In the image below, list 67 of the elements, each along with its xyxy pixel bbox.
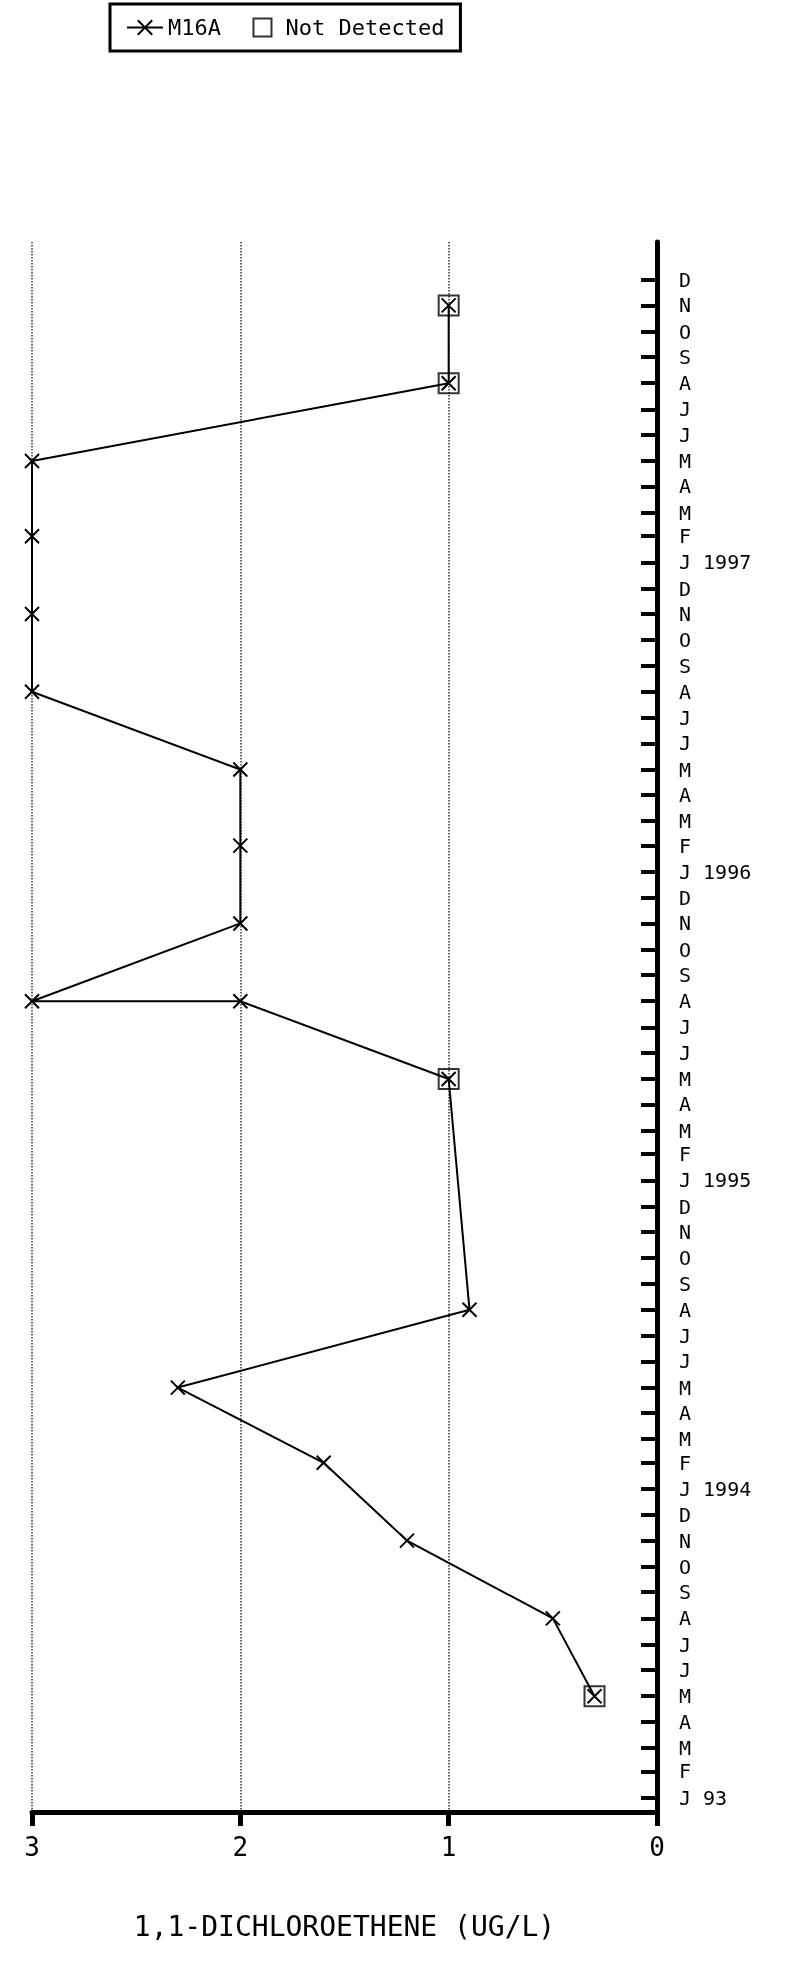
legend-label: Not Detected (285, 15, 445, 40)
y-tick-label: J 1995 (679, 1168, 752, 1193)
y-tick-label: M (679, 1067, 692, 1091)
y-tick-label: S (679, 653, 692, 678)
y-tick-label: D (679, 576, 692, 601)
y-tick-label: D (679, 886, 692, 911)
y-tick-label: J (679, 1349, 692, 1374)
y-tick-label: J (679, 1040, 692, 1065)
y-tick-label: M (679, 1118, 692, 1143)
y-tick-label: F (679, 524, 692, 549)
y-tick-label: J (679, 397, 692, 422)
y-tick-label: N (679, 911, 692, 936)
x-tick-label: 0 (649, 1832, 665, 1862)
y-tick-label: O (679, 1246, 692, 1271)
x-tick-label: 3 (24, 1832, 40, 1862)
y-tick-label: J (679, 422, 692, 447)
y-tick-label: A (679, 1606, 692, 1631)
y-tick-label: O (679, 319, 692, 344)
y-tick-label: S (679, 1271, 692, 1296)
y-tick-label: J 93 (679, 1785, 728, 1810)
y-tick-label: O (679, 628, 692, 653)
y-tick-label: J 1997 (679, 550, 752, 575)
y-tick-label: J (679, 1632, 692, 1657)
y-tick-label: A (679, 474, 692, 499)
y-tick-label: A (679, 1092, 692, 1117)
y-tick-label: A (679, 1297, 692, 1322)
y-tick-label: J (679, 705, 692, 730)
y-tick-label: S (679, 963, 692, 987)
y-tick-label: M (679, 1735, 692, 1760)
y-tick-label: M (679, 809, 692, 834)
y-tick-label: J (679, 1324, 692, 1349)
y-tick-label: N (679, 293, 692, 318)
y-tick-label: J 1996 (679, 859, 752, 884)
y-tick-label: N (679, 1528, 692, 1553)
y-tick-label: M (679, 448, 692, 473)
y-tick-label: S (679, 1580, 692, 1605)
y-tick-label: F (679, 1142, 692, 1167)
y-tick-label: M (679, 1427, 692, 1452)
y-tick-label: O (679, 1554, 692, 1579)
y-tick-label: A (679, 989, 692, 1014)
y-tick-label: A (679, 1400, 692, 1425)
y-tick-label: M (679, 500, 692, 525)
y-tick-label: J (679, 1015, 692, 1040)
y-tick-label: F (679, 833, 692, 858)
y-tick-label: J 1994 (679, 1477, 752, 1502)
y-tick-label: M (679, 1375, 692, 1400)
y-tick-label: A (679, 371, 692, 396)
y-tick-label: M (679, 757, 692, 782)
y-tick-label: J (679, 731, 692, 756)
y-tick-label: A (679, 782, 692, 807)
y-tick-label: O (679, 937, 692, 962)
y-tick-label: N (679, 602, 692, 626)
y-tick-label: F (679, 1450, 692, 1475)
x-tick-label: 2 (232, 1832, 249, 1862)
y-tick-label: J (679, 1657, 692, 1682)
y-tick-label: A (679, 1709, 692, 1734)
x-axis-title: 1,1-DICHLOROETHENE (UG/L) (133, 1909, 556, 1943)
y-tick-label: D (679, 1503, 692, 1528)
y-tick-label: D (679, 1194, 692, 1219)
y-tick-label: A (679, 679, 692, 704)
y-tick-label: N (679, 1220, 692, 1245)
y-tick-label: D (679, 268, 692, 293)
legend-label: M16A (168, 15, 221, 40)
x-tick-label: 1 (440, 1832, 457, 1862)
y-tick-label: F (679, 1759, 692, 1784)
y-tick-label: M (679, 1684, 692, 1709)
y-tick-label: S (679, 344, 692, 369)
